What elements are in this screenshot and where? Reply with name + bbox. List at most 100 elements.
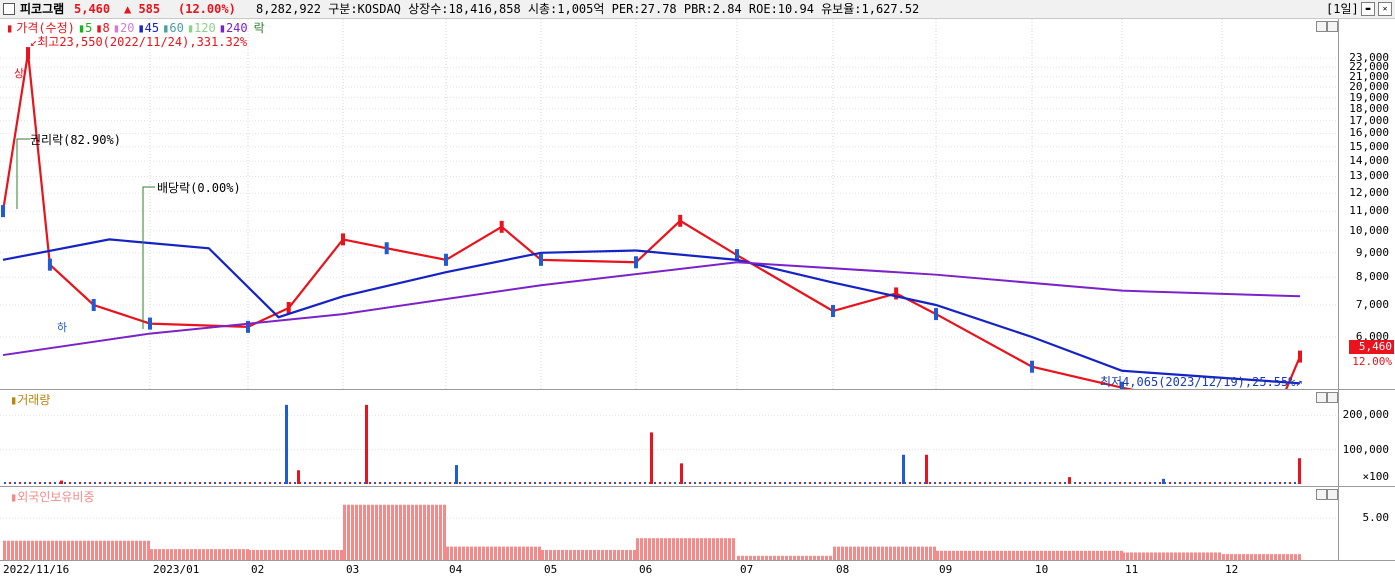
period-selector[interactable]: [1일]: [1326, 2, 1359, 16]
volume-min-icon[interactable]: [1316, 392, 1327, 403]
volume-bar: [1179, 482, 1181, 484]
ma-legend-item: ▮60: [162, 21, 184, 35]
volume-bar: [94, 482, 96, 484]
foreign-tick: 5.00: [1362, 511, 1390, 525]
foreign-bar: [757, 555, 760, 560]
foreign-bar: [833, 546, 836, 560]
volume-bar: [139, 482, 141, 484]
volume-bar: [1244, 482, 1246, 484]
volume-bar: [909, 482, 911, 484]
foreign-bar: [1080, 550, 1083, 560]
foreign-bar: [688, 538, 691, 560]
foreign-bar: [1154, 552, 1157, 560]
panel-close-icon[interactable]: [1327, 21, 1338, 32]
volume-bar: [534, 482, 536, 484]
volume-bar: [774, 482, 776, 484]
foreign-min-icon[interactable]: [1316, 489, 1327, 500]
series-line-240: [2, 261, 1301, 357]
volume-bar: [544, 482, 546, 484]
volume-bar: [859, 482, 861, 484]
foreign-bar: [446, 546, 449, 560]
foreign-bar: [502, 546, 505, 560]
foreign-bar: [454, 546, 457, 560]
foreign-bar: [613, 549, 616, 560]
minimize-icon[interactable]: ▬: [1361, 2, 1375, 16]
volume-bar: [114, 482, 116, 484]
volume-bar: [289, 482, 291, 484]
close-icon[interactable]: ✕: [1378, 2, 1392, 16]
foreign-bar: [170, 549, 173, 560]
foreign-bar: [841, 546, 844, 560]
volume-bar: [659, 482, 661, 484]
volume-bar: [1229, 482, 1231, 484]
foreign-bar: [59, 540, 62, 560]
volume-bar: [84, 482, 86, 484]
foreign-bar: [917, 546, 920, 560]
foreign-bar: [47, 540, 50, 560]
foreign-bar: [849, 546, 852, 560]
volume-bar: [249, 482, 251, 484]
price-tick: 15,000: [1349, 139, 1389, 153]
volume-bar: [1199, 482, 1201, 484]
volume-bar: [444, 482, 446, 484]
foreign-bar: [789, 555, 792, 560]
foreign-bar: [343, 504, 346, 560]
foreign-bar: [427, 504, 430, 560]
foreign-bar: [761, 555, 764, 560]
select-checkbox[interactable]: [3, 3, 15, 15]
foreign-bar: [984, 550, 987, 560]
panel-min-icon[interactable]: [1316, 21, 1327, 32]
foreign-bar: [514, 546, 517, 560]
volume-bar: [989, 482, 991, 484]
foreign-bar: [773, 555, 776, 560]
price-tick: 11,000: [1349, 204, 1389, 218]
volume-bar: [209, 482, 211, 484]
volume-bar: [769, 482, 771, 484]
volume-bar: [1144, 482, 1146, 484]
volume-close-icon[interactable]: [1327, 392, 1338, 403]
foreign-bar: [111, 540, 114, 560]
volume-bar: [889, 482, 891, 484]
foreign-bar: [1028, 550, 1031, 560]
volume-bar: [64, 482, 66, 484]
volume-bar: [349, 482, 351, 484]
price-point: [1120, 381, 1124, 389]
foreign-bar: [347, 504, 350, 560]
separator[interactable]: [0, 486, 1395, 487]
foreign-bar: [336, 549, 339, 560]
volume-bar: [149, 482, 151, 484]
volume-bar: [1139, 482, 1141, 484]
volume-bar: [74, 482, 76, 484]
volume-bar: [1269, 482, 1271, 484]
foreign-bar: [1266, 554, 1269, 560]
foreign-bar: [724, 538, 727, 560]
foreign-bar: [769, 555, 772, 560]
foreign-bar: [391, 504, 394, 560]
foreign-bar: [3, 540, 6, 560]
foreign-bar: [684, 538, 687, 560]
foreign-bar: [470, 546, 473, 560]
ma-legend-item: ▮240: [218, 21, 248, 35]
foreign-bar: [656, 538, 659, 560]
foreign-bar: [609, 549, 612, 560]
volume-bar: [925, 454, 928, 484]
volume-bar: [344, 482, 346, 484]
volume-bar: [504, 482, 506, 484]
foreign-bar: [11, 540, 14, 560]
volume-bar: [1162, 478, 1165, 484]
foreign-bar: [272, 549, 275, 560]
separator[interactable]: [0, 389, 1395, 390]
volume-bar: [779, 482, 781, 484]
volume-bar: [284, 482, 286, 484]
foreign-bar: [351, 504, 354, 560]
volume-bar: [734, 482, 736, 484]
foreign-bar: [956, 550, 959, 560]
volume-bar: [109, 482, 111, 484]
volume-bar: [1044, 482, 1046, 484]
foreign-close-icon[interactable]: [1327, 489, 1338, 500]
volume-bar: [369, 482, 371, 484]
foreign-bar: [933, 546, 936, 560]
volume-bar: [849, 482, 851, 484]
volume-bar: [529, 482, 531, 484]
